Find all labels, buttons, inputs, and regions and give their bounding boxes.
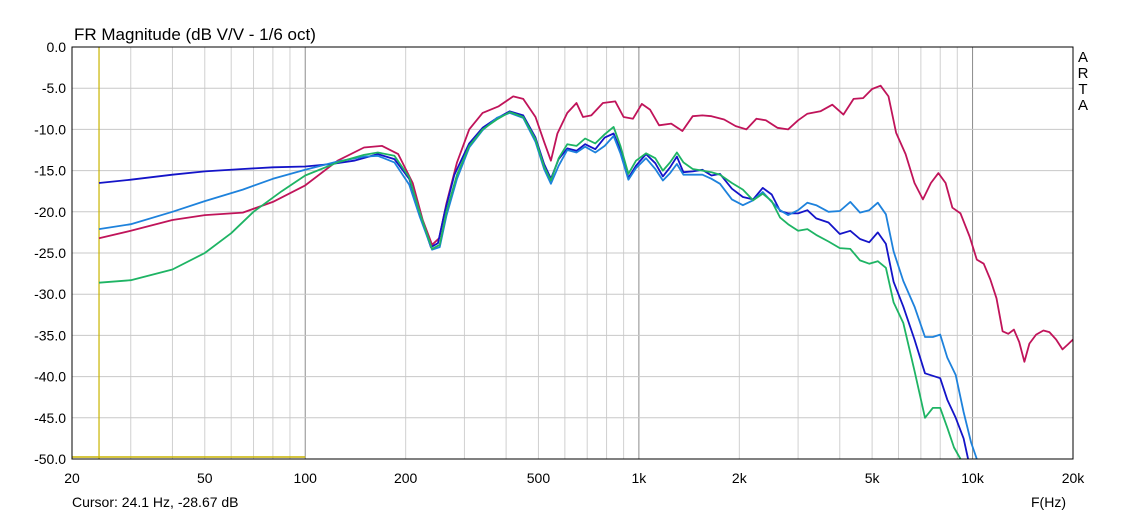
x-tick-label: 2k (732, 470, 748, 486)
y-tick-label: -35.0 (34, 327, 66, 343)
brand-letter: T (1078, 81, 1087, 98)
brand-letter: A (1078, 49, 1088, 66)
y-tick-label: -5.0 (42, 80, 66, 96)
series-line-4 (98, 111, 962, 460)
x-tick-label: 500 (527, 470, 551, 486)
cursor (72, 47, 306, 459)
y-tick-label: -40.0 (34, 369, 66, 385)
y-tick-label: 0.0 (47, 39, 67, 55)
y-tick-label: -20.0 (34, 204, 66, 220)
y-tick-label: -10.0 (34, 121, 66, 137)
x-tick-labels: 20 50 100 200 500 1k 2k 5k 10k 20k (64, 470, 1085, 486)
x-tick-label: 20 (64, 470, 80, 486)
x-tick-label: 20k (1062, 470, 1086, 486)
y-tick-label: -45.0 (34, 410, 66, 426)
y-tick-label: -30.0 (34, 286, 66, 302)
series-group (98, 84, 1074, 460)
y-tick-label: -25.0 (34, 245, 66, 261)
grid (72, 47, 1073, 459)
x-tick-label: 10k (961, 470, 985, 486)
chart-title: FR Magnitude (dB V/V - 1/6 oct) (74, 25, 316, 44)
series-line-2 (98, 110, 969, 460)
y-tick-label: -15.0 (34, 163, 66, 179)
x-tick-label: 5k (865, 470, 881, 486)
x-tick-label: 100 (294, 470, 318, 486)
series-line-1 (98, 84, 1074, 363)
x-tick-label: 50 (197, 470, 213, 486)
plot-frame (71, 46, 1074, 460)
y-tick-label: -50.0 (34, 451, 66, 467)
series-line-3 (98, 112, 978, 460)
cursor-readout: Cursor: 24.1 Hz, -28.67 dB (72, 494, 239, 510)
x-axis-label: F(Hz) (1031, 494, 1066, 510)
y-tick-labels: 0.0 -5.0 -10.0 -15.0 -20.0 -25.0 -30.0 -35.0 -40… (34, 39, 66, 467)
x-tick-label: 1k (631, 470, 647, 486)
brand-letter: R (1078, 65, 1089, 82)
x-tick-label: 200 (394, 470, 418, 486)
brand-letter: A (1078, 97, 1088, 114)
